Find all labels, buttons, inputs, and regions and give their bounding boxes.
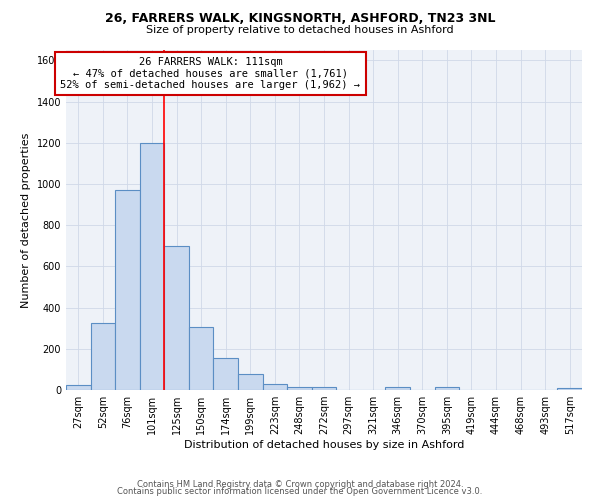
Y-axis label: Number of detached properties: Number of detached properties: [21, 132, 31, 308]
Bar: [312, 387, 336, 390]
Bar: [115, 190, 140, 390]
Bar: [287, 387, 312, 390]
Text: 26 FARRERS WALK: 111sqm
← 47% of detached houses are smaller (1,761)
52% of semi: 26 FARRERS WALK: 111sqm ← 47% of detache…: [61, 57, 361, 90]
Bar: [164, 246, 189, 390]
Bar: [140, 142, 164, 390]
Bar: [214, 358, 238, 390]
Bar: [189, 327, 214, 390]
Text: 26, FARRERS WALK, KINGSNORTH, ASHFORD, TN23 3NL: 26, FARRERS WALK, KINGSNORTH, ASHFORD, T…: [105, 12, 495, 26]
Text: Size of property relative to detached houses in Ashford: Size of property relative to detached ho…: [146, 25, 454, 35]
Bar: [385, 387, 410, 390]
Bar: [238, 374, 263, 390]
Text: Contains public sector information licensed under the Open Government Licence v3: Contains public sector information licen…: [118, 487, 482, 496]
Bar: [91, 323, 115, 390]
Bar: [434, 387, 459, 390]
Bar: [557, 388, 582, 390]
Bar: [66, 385, 91, 390]
X-axis label: Distribution of detached houses by size in Ashford: Distribution of detached houses by size …: [184, 440, 464, 450]
Bar: [263, 384, 287, 390]
Text: Contains HM Land Registry data © Crown copyright and database right 2024.: Contains HM Land Registry data © Crown c…: [137, 480, 463, 489]
